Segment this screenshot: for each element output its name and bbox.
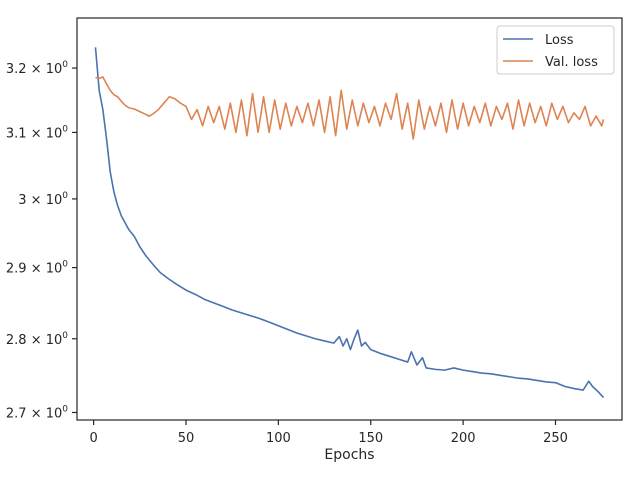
axes: 0 50 100 150 200 250 2.7 × 100 2.8 × 100 2.9 × 1… — [6, 17, 623, 446]
x-tick-label: 50 — [178, 431, 195, 446]
x-axis-label: Epochs — [324, 447, 374, 463]
y-tick-label: 2.8 × 100 — [6, 331, 68, 348]
y-tick-label: 3.1 × 100 — [6, 124, 68, 141]
x-tick-label: 100 — [266, 431, 291, 446]
y-tick-label: 2.7 × 100 — [6, 404, 68, 421]
x-tick-label: 250 — [543, 431, 568, 446]
legend-entry-label: Loss — [545, 33, 574, 48]
y-tick-label: 3.2 × 100 — [6, 60, 68, 77]
y-tick-label: 3 × 100 — [18, 191, 68, 208]
legend-entry-label: Val. loss — [545, 55, 598, 70]
y-tick-label: 2.9 × 100 — [6, 260, 68, 277]
plot-frame — [76, 17, 623, 421]
legend: Loss Val. loss — [496, 25, 615, 75]
series-line-loss — [94, 47, 605, 399]
series-line-val-loss — [95, 76, 605, 140]
legend-box — [496, 25, 615, 75]
x-tick-label: 0 — [89, 431, 97, 446]
x-tick-label: 150 — [358, 431, 383, 446]
x-tick-label: 200 — [451, 431, 476, 446]
plot-area — [94, 47, 605, 399]
